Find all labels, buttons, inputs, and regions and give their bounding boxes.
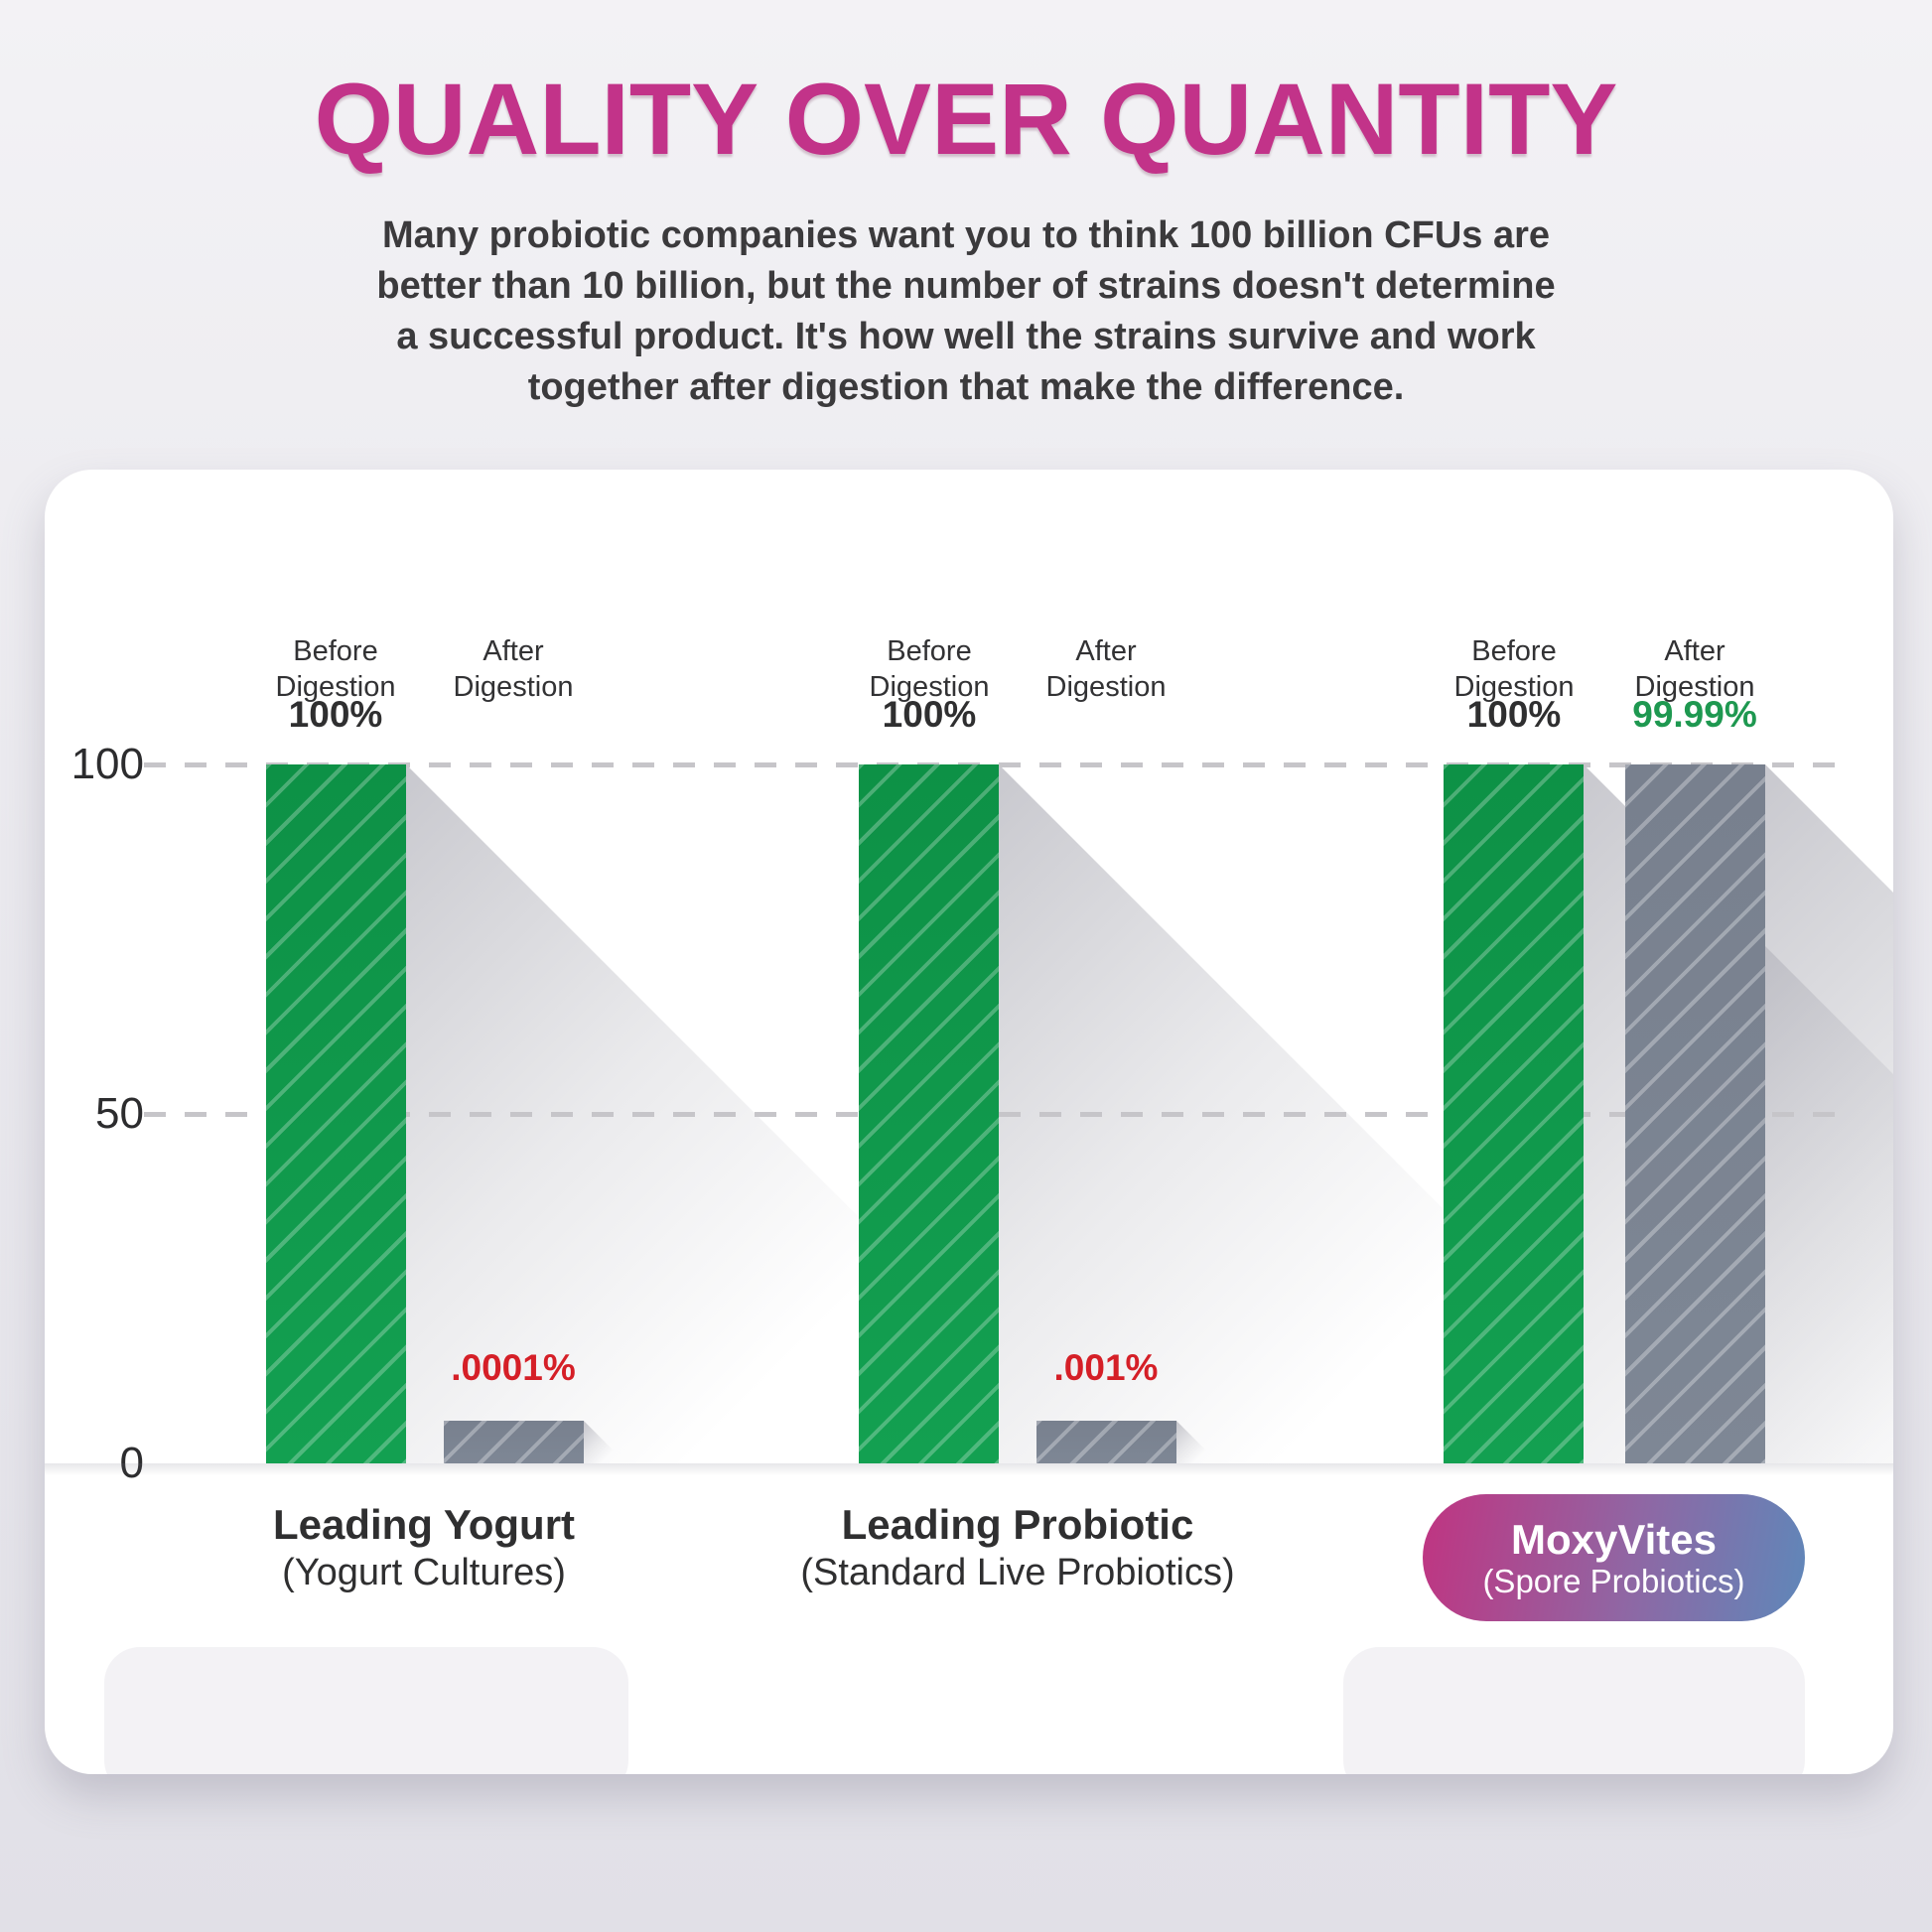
group-label-leading-probiotic: Leading Probiotic (Standard Live Probiot… [720, 1500, 1315, 1595]
chart-card: 100 50 0 Before Digestion After Digestio… [45, 470, 1893, 1774]
subtitle-line: Many probiotic companies want you to thi… [381, 214, 1551, 256]
page-subtitle: Many probiotic companies want you to thi… [192, 210, 1740, 413]
column-header-after-digestion: After Digestion [1634, 635, 1755, 703]
group-name-text: Leading Yogurt [272, 1501, 576, 1548]
moxyvites-badge: MoxyVites (Spore Probiotics) [1423, 1494, 1805, 1621]
value-before-leading-probiotic: 100% [882, 694, 977, 735]
reflection-right [1343, 1647, 1805, 1774]
group-subtitle-text: (Yogurt Cultures) [282, 1552, 566, 1593]
y-axis-tick-100: 100 [70, 740, 144, 788]
subtitle-line: better than 10 billion, but the number o… [376, 265, 1556, 307]
column-header-before-digestion: Before Digestion [1453, 635, 1575, 703]
value-after-leading-yogurt: .0001% [451, 1347, 576, 1388]
column-header-before-digestion: Before Digestion [869, 635, 990, 703]
value-after-leading-probiotic: .001% [1053, 1347, 1159, 1388]
bar-after-leading-yogurt [444, 1421, 584, 1463]
y-axis-tick-50: 50 [95, 1089, 144, 1138]
value-before-moxyvites: 100% [1466, 694, 1562, 735]
group-name-text: Leading Probiotic [841, 1501, 1194, 1548]
value-before-leading-yogurt: 100% [288, 694, 383, 735]
column-header-after-digestion: After Digestion [1045, 635, 1167, 703]
value-after-moxyvites: 99.99% [1632, 694, 1757, 735]
y-axis-tick-0: 0 [45, 1442, 144, 1485]
subtitle-line: a successful product. It's how well the … [396, 316, 1536, 357]
bar-after-leading-probiotic [1036, 1421, 1176, 1463]
bar-before-leading-probiotic [859, 764, 999, 1463]
column-header-before-digestion: Before Digestion [275, 635, 396, 703]
reflection-left [104, 1647, 628, 1774]
group-name-text: MoxyVites [1511, 1515, 1717, 1563]
subtitle-line: together after digestion that make the d… [527, 366, 1405, 408]
bar-after-moxyvites [1625, 764, 1765, 1463]
group-subtitle-text: (Standard Live Probiotics) [800, 1552, 1235, 1593]
bar-before-leading-yogurt [266, 764, 406, 1463]
group-label-leading-yogurt: Leading Yogurt (Yogurt Cultures) [176, 1500, 672, 1595]
bar-before-moxyvites [1444, 764, 1584, 1463]
group-subtitle-text: (Spore Probiotics) [1482, 1562, 1745, 1599]
baseline-shadow [45, 1463, 1893, 1475]
column-header-after-digestion: After Digestion [453, 635, 574, 703]
page-title: QUALITY OVER QUANTITY [314, 63, 1618, 176]
